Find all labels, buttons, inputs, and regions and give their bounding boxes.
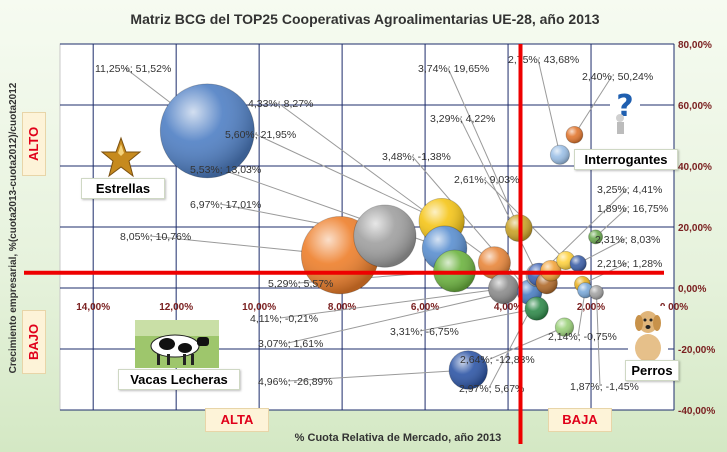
- leader-line: [595, 292, 601, 387]
- y-tick-label: -40,00%: [678, 406, 715, 417]
- share-low-label: BAJA: [548, 408, 612, 432]
- bubble-shine: [588, 229, 603, 244]
- data-label: 2,14%; -0,75%: [548, 331, 617, 343]
- bubble-shine: [589, 285, 604, 300]
- bubble-shine: [160, 83, 255, 178]
- quadrant-label-estrellas: Estrellas: [81, 178, 165, 199]
- data-label: 11,25%; 51,52%: [95, 63, 171, 75]
- tick-labels: 14,00% 12,00% 10,00% 8,00% 6,00% 4,00% 2,00% 0,…: [76, 40, 715, 417]
- y-axis-title: Crecimiento empresarial, %(cuota2013-cuo…: [8, 82, 19, 373]
- leader-line: [419, 308, 537, 332]
- leader-line: [577, 238, 626, 264]
- bubble-shine: [566, 126, 583, 144]
- y-tick-label: 20,00%: [678, 223, 712, 234]
- bubble-shine: [550, 145, 570, 165]
- leader-line: [538, 188, 628, 275]
- bubble-shine: [577, 282, 593, 298]
- data-label: 5,53%; 13,03%: [190, 164, 261, 176]
- bubble-shine: [449, 350, 488, 390]
- data-label: 3,48%; -1,38%: [382, 151, 451, 163]
- bubble-shine: [540, 260, 562, 282]
- x-tick-label: 12,00%: [159, 302, 193, 313]
- data-label: 2,61%; 9,03%: [454, 174, 519, 186]
- data-labels: 11,25%; 51,52% 8,05%; 10,76% 6,97%; 17,01%…: [95, 54, 668, 395]
- data-label: 4,33%; 8,27%: [248, 98, 313, 110]
- data-label: 3,07%; 1,61%: [258, 338, 323, 350]
- data-label: 2,40%; 50,24%: [582, 71, 653, 83]
- leader-line: [411, 155, 531, 293]
- leader-line: [254, 133, 442, 222]
- data-label: 3,31%; -6,75%: [390, 326, 459, 338]
- growth-low-label: BAJO: [22, 310, 46, 374]
- bubble-shine: [555, 317, 574, 337]
- bubble-shine: [525, 296, 549, 321]
- x-tick-label: 8,00%: [328, 302, 356, 313]
- data-label: 3,25%; 4,41%: [597, 184, 662, 196]
- star-icon: [100, 136, 142, 178]
- x-tick-label: 2,00%: [577, 302, 605, 313]
- dog-icon: [628, 306, 668, 364]
- data-label: 1,87%; -1,45%: [570, 381, 639, 393]
- leader-line: [459, 117, 538, 276]
- y-tick-label: -20,00%: [678, 345, 715, 356]
- data-label: 2,64%; -12,83%: [460, 354, 535, 366]
- bubble-shine: [488, 273, 519, 304]
- leader-line: [595, 207, 628, 238]
- leader-line: [577, 290, 586, 337]
- y-tick-label: 60,00%: [678, 101, 712, 112]
- y-tick-label: 80,00%: [678, 40, 712, 51]
- data-label: 4,11%; -0,21%: [250, 313, 318, 325]
- chart-title: Matriz BCG del TOP25 Cooperativas Agroal…: [130, 11, 599, 27]
- x-tick-label: 4,00%: [494, 302, 522, 313]
- y-tick-label: 40,00%: [678, 162, 712, 173]
- x-tick-label: 14,00%: [76, 302, 110, 313]
- bubble-shine: [570, 255, 587, 272]
- data-label: 8,05%; 10,76%: [120, 231, 191, 243]
- quadrant-label-perros: Perros: [625, 360, 679, 381]
- data-label: 3,29%; 4,22%: [430, 113, 495, 125]
- x-axis-title: % Cuota Relativa de Mercado, año 2013: [295, 432, 502, 444]
- data-label: 2,21%; 1,28%: [597, 258, 662, 270]
- leader-line: [574, 75, 613, 136]
- data-label: 1,89%; 16,75%: [597, 203, 668, 215]
- quadrant-label-interrogantes: Interrogantes: [574, 149, 678, 170]
- data-label: 3,74%; 19,65%: [418, 63, 489, 75]
- x-tick-label: 6,00%: [411, 302, 439, 313]
- share-high-label: ALTA: [205, 408, 269, 432]
- data-label: 6,97%; 17,01%: [190, 199, 261, 211]
- data-label: 5,60%; 21,95%: [225, 129, 296, 141]
- data-label: 2,97%; 5,67%: [459, 383, 524, 395]
- bubble-shine: [353, 204, 416, 268]
- data-label: 5,29%; 5,57%: [268, 278, 333, 290]
- leader-line: [537, 58, 561, 155]
- quadrant-label-vacas-lecheras: Vacas Lecheras: [118, 369, 240, 390]
- y-tick-label: 0,00%: [678, 284, 706, 295]
- leader-line: [279, 288, 504, 319]
- x-tick-label: 0,00%: [660, 302, 688, 313]
- cow-icon: [135, 320, 219, 368]
- growth-high-label: ALTO: [22, 112, 46, 176]
- leader-line: [287, 369, 469, 382]
- leader-line: [489, 326, 565, 360]
- data-label: 2,75%; 43,68%: [508, 54, 579, 66]
- data-label: 4,96%; -26,89%: [258, 376, 333, 388]
- x-tick-label: 10,00%: [242, 302, 276, 313]
- question-person-icon: ?: [610, 88, 640, 136]
- data-label: 2,31%; 8,03%: [595, 234, 660, 246]
